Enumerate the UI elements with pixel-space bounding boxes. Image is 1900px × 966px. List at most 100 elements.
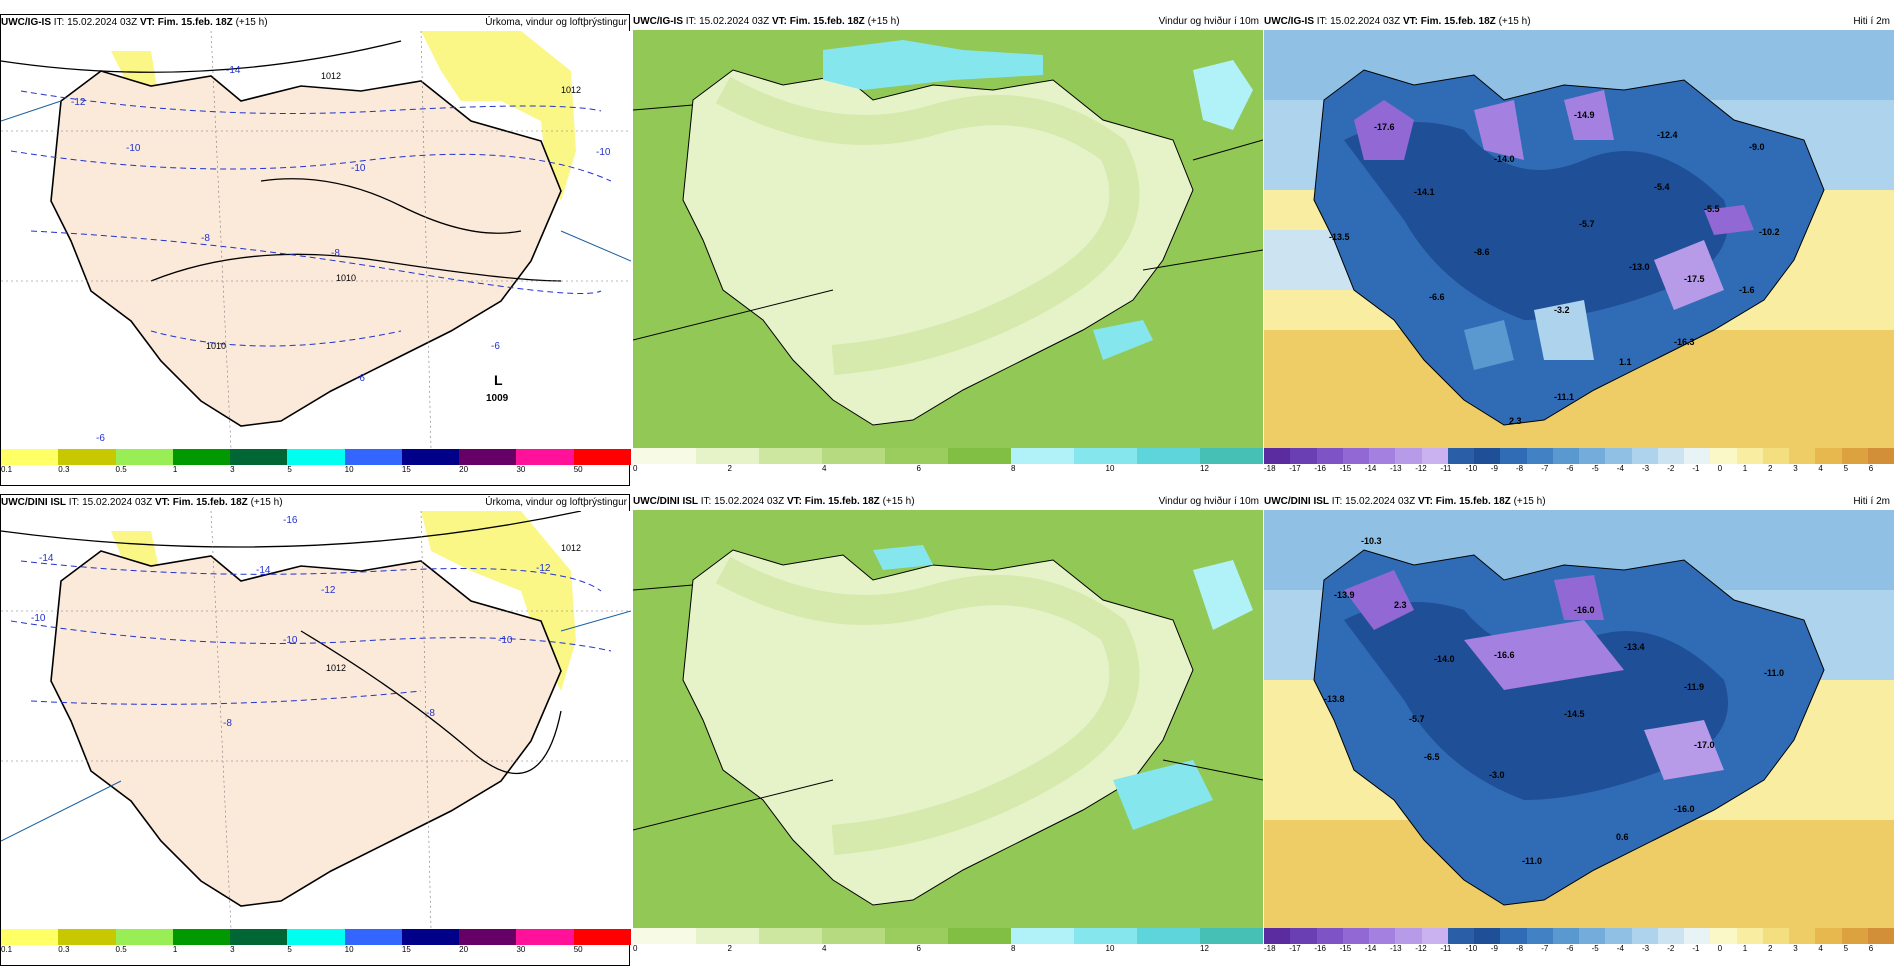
temp-value: -6.6: [1429, 292, 1445, 302]
temp-value: -8.6: [1474, 247, 1490, 257]
colorbar-swatch: [115, 929, 173, 945]
temp-value: -14.0: [1494, 154, 1515, 164]
temp-colorbar-ticks: -18 -17 -16 -15 -14 -13 -12 -11 -10 -9 -8 -7 -6 -5 -4-…: [1264, 944, 1894, 956]
temp-label: -12: [71, 97, 86, 108]
temp-label: -12: [536, 563, 551, 574]
temp-label: -6: [356, 373, 365, 384]
colorbar-tick-label: 1: [1742, 464, 1748, 473]
colorbar-tick-label: 6: [1868, 944, 1874, 953]
temp-label: -8: [426, 708, 435, 719]
colorbar-swatch: [1657, 448, 1684, 464]
colorbar-swatch: [172, 449, 231, 465]
panel-precip-bottom: UWC/DINI ISL IT: 15.02.2024 03Z VT: Fim.…: [0, 494, 631, 966]
temp-value: -12.4: [1657, 130, 1678, 140]
panel-title: Úrkoma, vindur og loftþrýstingur: [485, 497, 627, 508]
temp-label: -10: [498, 635, 513, 646]
colorbar-swatch: [696, 928, 759, 944]
wind-colorbar: [633, 928, 1263, 944]
temp-value: -16.3: [1674, 337, 1695, 347]
colorbar-tick-label: 0: [633, 944, 638, 953]
colorbar-swatch: [885, 448, 948, 464]
colorbar-swatch: [822, 928, 885, 944]
temp-value: -13.4: [1624, 642, 1645, 652]
colorbar-tick-label: -9: [1490, 464, 1498, 473]
panel-header: UWC/DINI ISL IT: 15.02.2024 03Z VT: Fim.…: [633, 494, 1263, 510]
isobar-label: 1010: [336, 273, 356, 283]
colorbar-swatch: [1, 449, 59, 465]
temp-label: -10: [596, 147, 611, 158]
temp-value: -14.5: [1564, 709, 1585, 719]
colorbar-swatch: [344, 449, 402, 465]
colorbar-tick-label: 4: [822, 944, 827, 953]
panel-wind-top: UWC/IG-IS IT: 15.02.2024 03Z VT: Fim. 15…: [633, 14, 1263, 486]
colorbar-tick-label: 10: [1105, 464, 1115, 473]
colorbar-swatch: [1290, 448, 1317, 464]
temp-value: 0.6: [1616, 832, 1629, 842]
wind-colorbar-ticks: 0 2 4 6 8 10 12: [633, 464, 1263, 476]
colorbar-swatch: [696, 448, 759, 464]
init-time: IT: 15.02.2024 03Z: [1316, 16, 1401, 27]
temp-value: -11.0: [1764, 668, 1784, 678]
precip-map-canvas: 1012 1012 1010 1010 -14 -12 -10 -10 -10 …: [1, 31, 631, 449]
colorbar-swatch: [1762, 928, 1789, 944]
temp-colorbar-ticks: -18 -17 -16 -15 -14 -13 -12 -11 -10 -9 -8 -7 -6 -5 -4-…: [1264, 464, 1894, 476]
temp-value: -5.7: [1579, 219, 1595, 229]
precip-map-canvas: 1012 1012 -16 -14 -14 -12 -12 -10 -10 -1…: [1, 511, 631, 929]
colorbar-swatch: [1841, 928, 1868, 944]
model-name: UWC/IG-IS: [633, 16, 683, 27]
colorbar-tick-label: 4: [822, 464, 827, 473]
low-pressure-value: 1009: [486, 393, 509, 404]
temp-label: -10: [351, 163, 366, 174]
colorbar-swatch: [1657, 928, 1684, 944]
temp-label: -14: [39, 553, 54, 564]
temp-map: -10.3 -13.9 2.3 -14.0 -13.8 -16.6 -16.0 …: [1264, 510, 1894, 928]
colorbar-swatch: [287, 449, 345, 465]
colorbar-tick-label: -2: [1667, 464, 1675, 473]
wind-map-canvas: [633, 30, 1263, 448]
temp-label: -10: [31, 613, 46, 624]
temp-value: 2.3: [1394, 600, 1407, 610]
colorbar-swatch: [1, 929, 59, 945]
temp-label: -12: [321, 585, 336, 596]
valid-time: VT: Fim. 15.feb. 18Z: [154, 497, 248, 508]
colorbar-tick-label: 3: [1793, 464, 1798, 473]
panel-header: UWC/DINI ISL IT: 15.02.2024 03Z VT: Fim.…: [1, 495, 631, 511]
colorbar-tick-label: -11: [1440, 464, 1452, 473]
colorbar-tick-label: -11: [1440, 944, 1452, 953]
colorbar-tick-label: 2: [727, 944, 732, 953]
temp-value: -3.0: [1489, 770, 1505, 780]
colorbar-tick-label: -3: [1642, 944, 1650, 953]
colorbar-tick-label: -4: [1616, 944, 1624, 953]
temp-label: -10: [126, 143, 141, 154]
colorbar-swatch: [1684, 448, 1711, 464]
colorbar-tick-label: -18: [1264, 944, 1276, 953]
colorbar-tick-label: 6: [916, 944, 921, 953]
init-time: IT: 15.02.2024 03Z: [68, 497, 153, 508]
temp-value: -16.0: [1674, 804, 1695, 814]
colorbar-tick-label: -13: [1390, 944, 1402, 953]
colorbar-tick-label: -4: [1616, 464, 1624, 473]
colorbar-swatch: [1789, 448, 1816, 464]
colorbar-swatch: [633, 448, 696, 464]
panel-header: UWC/IG-IS IT: 15.02.2024 03Z VT: Fim. 15…: [1264, 14, 1894, 30]
colorbar-swatch: [1605, 928, 1632, 944]
temp-map: -17.6 -14.1 -13.5 -14.0 -8.6 -14.9 -12.4…: [1264, 30, 1894, 448]
temp-colorbar: [1264, 448, 1894, 464]
colorbar-swatch: [1074, 448, 1137, 464]
wind-map: [633, 30, 1263, 448]
isobar-label: 1012: [561, 85, 581, 95]
temp-label: -14: [256, 565, 271, 576]
temp-label: -10: [283, 635, 298, 646]
panel-title: Hiti í 2m: [1853, 16, 1890, 27]
valid-time: VT: Fim. 15.feb. 18Z: [1417, 496, 1511, 507]
colorbar-swatch: [401, 929, 460, 945]
colorbar-tick-label: 2: [727, 464, 732, 473]
colorbar-swatch: [172, 929, 231, 945]
colorbar-swatch: [1867, 448, 1894, 464]
isobar-label: 1010: [206, 341, 226, 351]
colorbar-tick-label: -17: [1289, 944, 1301, 953]
temp-value: -14.9: [1574, 110, 1595, 120]
colorbar-swatch: [1137, 928, 1200, 944]
temp-value: -1.6: [1739, 285, 1755, 295]
colorbar-swatch: [1526, 928, 1553, 944]
